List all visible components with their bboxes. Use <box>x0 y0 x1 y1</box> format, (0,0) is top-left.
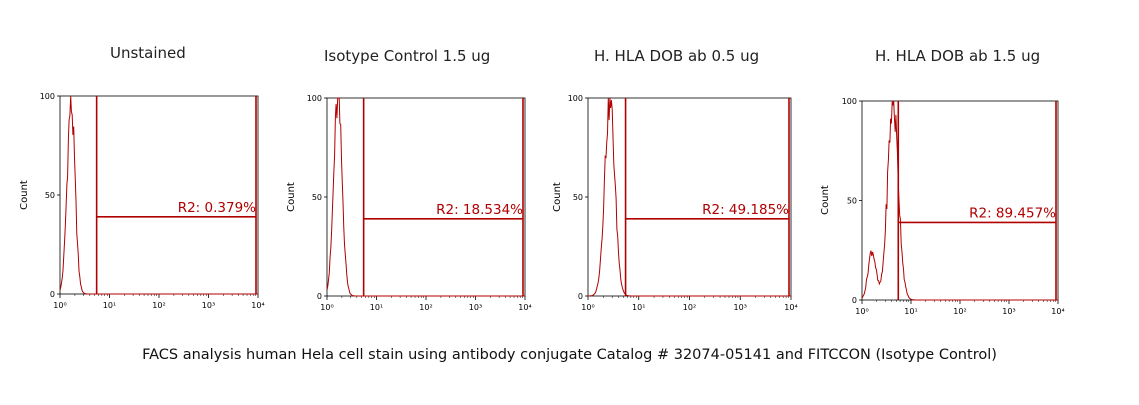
x-tick-label: 10⁰ <box>53 301 66 310</box>
x-tick-label: 10³ <box>734 303 747 312</box>
gate-label: R2: 49.185% <box>702 202 789 218</box>
panel-title-isotype-control: Isotype Control 1.5 ug <box>324 47 491 65</box>
x-tick-label: 10¹ <box>370 303 383 312</box>
histogram-line <box>59 95 258 295</box>
gate-label: R2: 18.534% <box>436 202 523 218</box>
y-tick-label: 50 <box>847 197 857 206</box>
panel-title-hla-dob-1-5: H. HLA DOB ab 1.5 ug <box>875 47 1041 65</box>
y-tick-label: 100 <box>40 92 55 101</box>
y-tick-label: 0 <box>50 290 55 299</box>
x-tick-label: 10¹ <box>632 303 645 312</box>
panel-title-hla-dob-0-5: H. HLA DOB ab 0.5 ug <box>594 47 760 65</box>
y-axis-label: Count <box>19 180 30 210</box>
x-tick-label: 10⁴ <box>518 303 531 312</box>
plot-frame <box>587 97 792 297</box>
plot-frame <box>59 95 259 295</box>
y-tick-label: 100 <box>307 94 322 103</box>
y-tick-label: 0 <box>578 292 583 301</box>
histogram-line <box>861 100 1058 301</box>
x-tick-label: 10⁴ <box>251 301 264 310</box>
y-tick-label: 0 <box>852 296 857 305</box>
x-tick-label: 10⁴ <box>784 303 797 312</box>
x-tick-label: 10⁰ <box>320 303 333 312</box>
y-tick-label: 100 <box>568 94 583 103</box>
y-tick-label: 0 <box>317 292 322 301</box>
histogram-panel-4: 0 50 100 Count 10⁰ 10¹ 10² 10³ 10⁴ R2: 89.457% <box>820 97 1065 316</box>
x-tick-label: 10⁴ <box>1051 307 1064 316</box>
y-axis-label: Count <box>820 185 831 215</box>
y-tick-label: 100 <box>842 97 857 106</box>
x-tick-label: 10⁰ <box>581 303 594 312</box>
gate-label: R2: 89.457% <box>969 205 1056 221</box>
histogram-line <box>588 97 791 297</box>
histogram-panel-3: 0 50 100 Count 10⁰ 10¹ 10² 10³ 10⁴ R2: 49.185% <box>552 94 798 312</box>
x-tick-label: 10³ <box>1002 307 1015 316</box>
x-tick-label: 10² <box>953 307 966 316</box>
x-tick-label: 10³ <box>202 301 215 310</box>
gate-label: R2: 0.379% <box>178 200 256 216</box>
x-tick-label: 10⁰ <box>855 307 868 316</box>
histogram-panel-1: 0 50 100 Count 10⁰ 10¹ 10² 10³ 10⁴ R2: 0.379% <box>19 92 265 310</box>
x-tick-label: 10² <box>683 303 696 312</box>
histogram-line <box>326 97 525 297</box>
figure-caption: FACS analysis human Hela cell stain usin… <box>142 347 997 363</box>
plot-frame <box>326 97 526 297</box>
y-tick-label: 50 <box>573 193 583 202</box>
y-tick-label: 50 <box>312 193 322 202</box>
panel-title-unstained: Unstained <box>110 44 186 62</box>
y-axis-label: Count <box>286 182 297 212</box>
y-tick-label: 50 <box>45 191 55 200</box>
histogram-panel-2: 0 50 100 Count 10⁰ 10¹ 10² 10³ 10⁴ R2: 18.534% <box>286 94 532 312</box>
x-tick-label: 10² <box>152 301 165 310</box>
x-tick-label: 10² <box>419 303 432 312</box>
x-tick-label: 10³ <box>469 303 482 312</box>
x-tick-label: 10¹ <box>904 307 917 316</box>
y-axis-label: Count <box>552 182 563 212</box>
x-tick-label: 10¹ <box>103 301 116 310</box>
plot-frame <box>861 100 1059 301</box>
